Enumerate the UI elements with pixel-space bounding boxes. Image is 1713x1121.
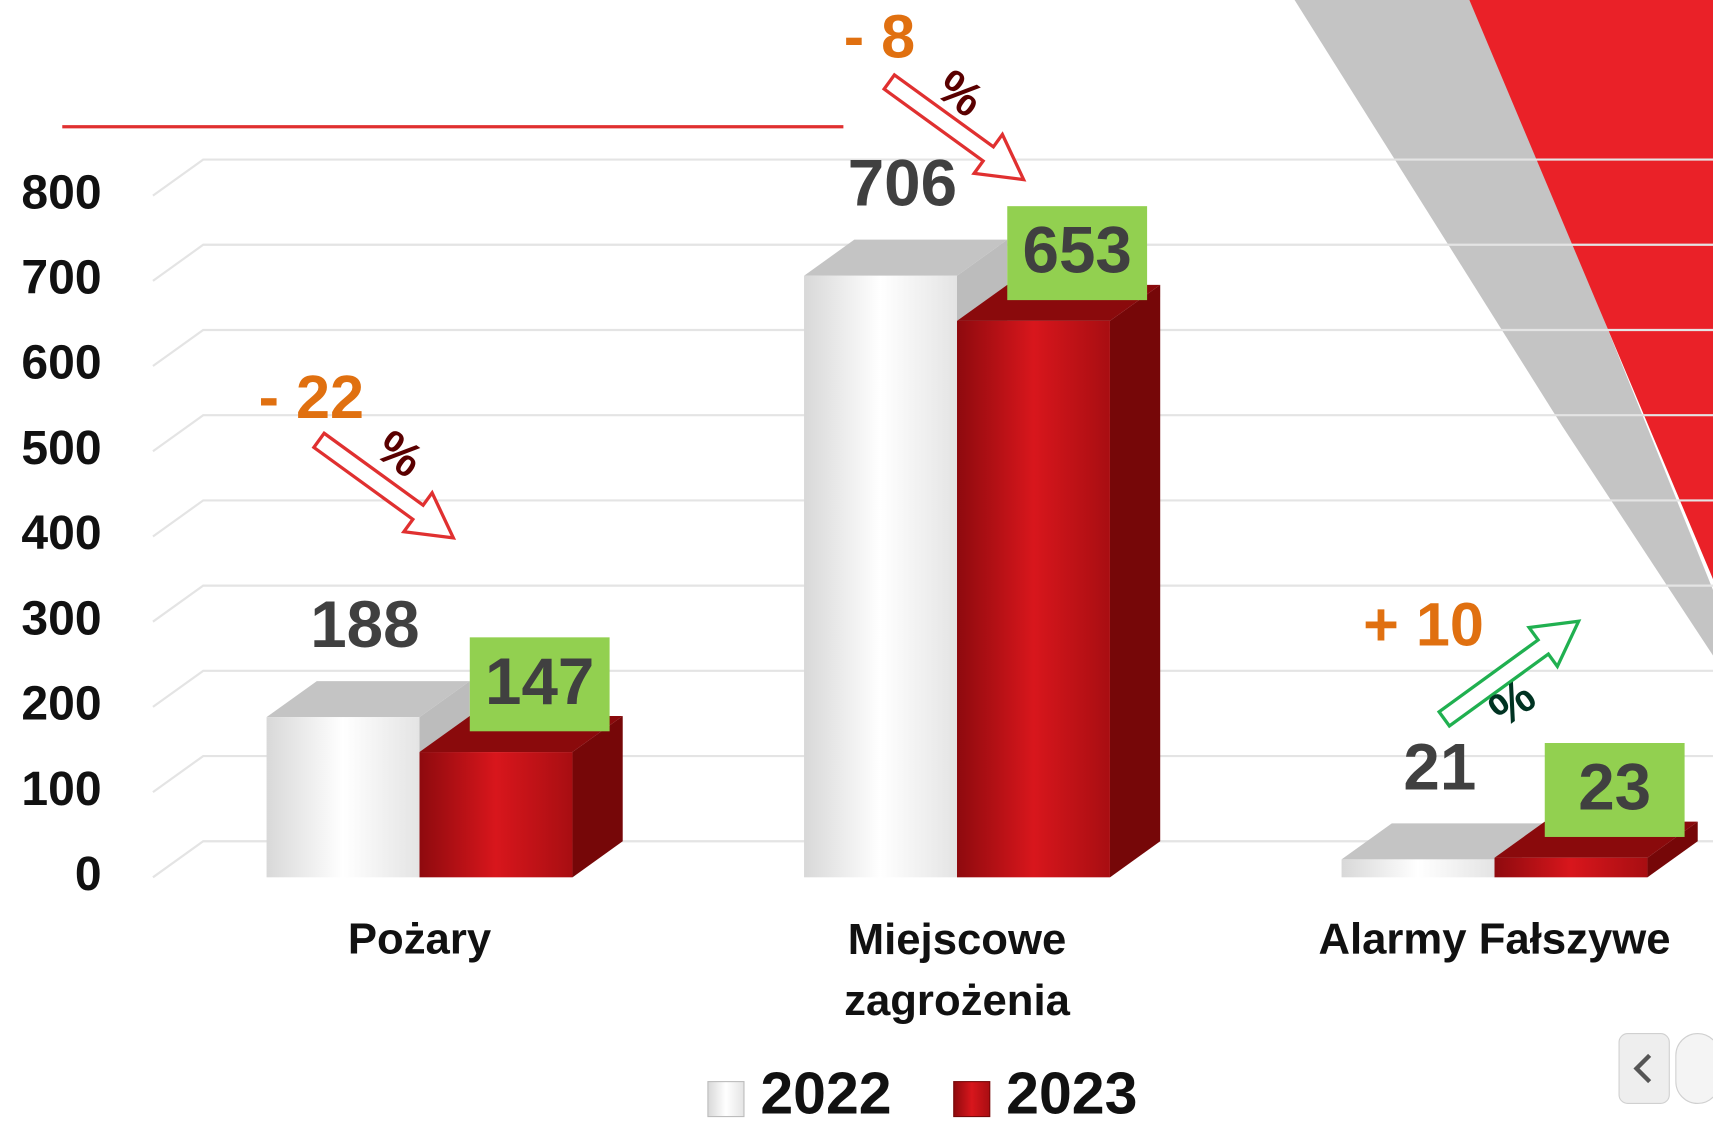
nav-button[interactable]: [1618, 1032, 1713, 1105]
grid-line: [152, 328, 1713, 367]
grid-line: [152, 754, 1713, 793]
x-tick-label-line: Miejscowe: [848, 914, 1067, 963]
value-label: 188: [310, 588, 419, 661]
x-tick-label: Pożary: [348, 914, 492, 963]
value-label: 706: [848, 147, 957, 220]
arrow: [1436, 619, 1582, 729]
decor-stripe: [1294, 0, 1713, 656]
bar: [419, 716, 623, 878]
grid-line: [152, 840, 1713, 879]
grid-line: [152, 584, 1713, 623]
labels: 188 147 Pożary 706 653 Miejscowe zagrożenia 21 2…: [310, 147, 1685, 1024]
x-tick-label: Miejscowe zagrożenia: [844, 914, 1070, 1024]
bars: [266, 239, 1698, 878]
bar-front: [957, 320, 1110, 878]
nav-chevron: [1633, 1053, 1652, 1084]
y-tick-label: 500: [21, 421, 101, 475]
legend-label: 2022: [760, 1061, 891, 1121]
arrow-shape: [311, 430, 457, 540]
arrow: [311, 430, 457, 540]
grid: 0 100 200 300 400 500 600 700 800: [21, 158, 1713, 901]
value-label-box: [469, 637, 610, 732]
grid-line: [152, 669, 1713, 708]
y-tick-label: 200: [21, 677, 101, 731]
legend: 2022 2023: [707, 1061, 1137, 1121]
bar-top: [266, 681, 470, 718]
legend-swatch: [953, 1081, 991, 1118]
bar: [957, 284, 1161, 878]
bar-top: [1341, 823, 1545, 860]
nav-button-bg[interactable]: [1618, 1032, 1670, 1105]
grid-line: [152, 499, 1713, 538]
legend-swatch: [707, 1081, 745, 1118]
y-tick-label: 600: [21, 336, 101, 390]
grid-line: [152, 158, 1713, 197]
annotation: - 22: [259, 363, 364, 431]
decor-stripe: [1469, 0, 1713, 580]
legend-label: 2023: [1006, 1061, 1137, 1121]
bar-side: [1647, 821, 1698, 878]
arrow: [881, 72, 1027, 182]
bar-front: [1341, 859, 1495, 878]
value-label: 21: [1403, 730, 1476, 803]
value-label: 653: [1023, 214, 1132, 287]
bar-side: [572, 716, 623, 878]
bar-front: [1494, 857, 1648, 878]
arrow-shape: [1436, 619, 1582, 729]
y-tick-label: 400: [21, 506, 101, 560]
value-label: 147: [485, 645, 594, 718]
bar-top: [804, 239, 1008, 276]
value-label-box: [1544, 743, 1685, 837]
value-label: 23: [1578, 750, 1651, 823]
value-label-box: [1007, 206, 1148, 301]
bar-front: [266, 717, 420, 878]
nav-button-bg[interactable]: [1675, 1033, 1713, 1104]
x-tick-label-line: zagrożenia: [844, 975, 1070, 1024]
x-tick-label: Alarmy Fałszywe: [1318, 914, 1670, 963]
y-tick-label: 0: [75, 847, 102, 901]
y-tick-label: 800: [21, 165, 101, 219]
annotation: + 10: [1363, 590, 1484, 658]
annotation: - 8: [844, 3, 915, 71]
grid-line: [152, 243, 1713, 282]
bar-front: [804, 275, 958, 878]
y-tick-label: 700: [21, 251, 101, 305]
bar-front: [419, 752, 573, 878]
arrow-shape: [881, 72, 1027, 182]
y-tick-label: 300: [21, 591, 101, 645]
y-tick-label: 100: [21, 762, 101, 816]
grid-line: [152, 414, 1713, 453]
bar-side: [1109, 284, 1161, 878]
